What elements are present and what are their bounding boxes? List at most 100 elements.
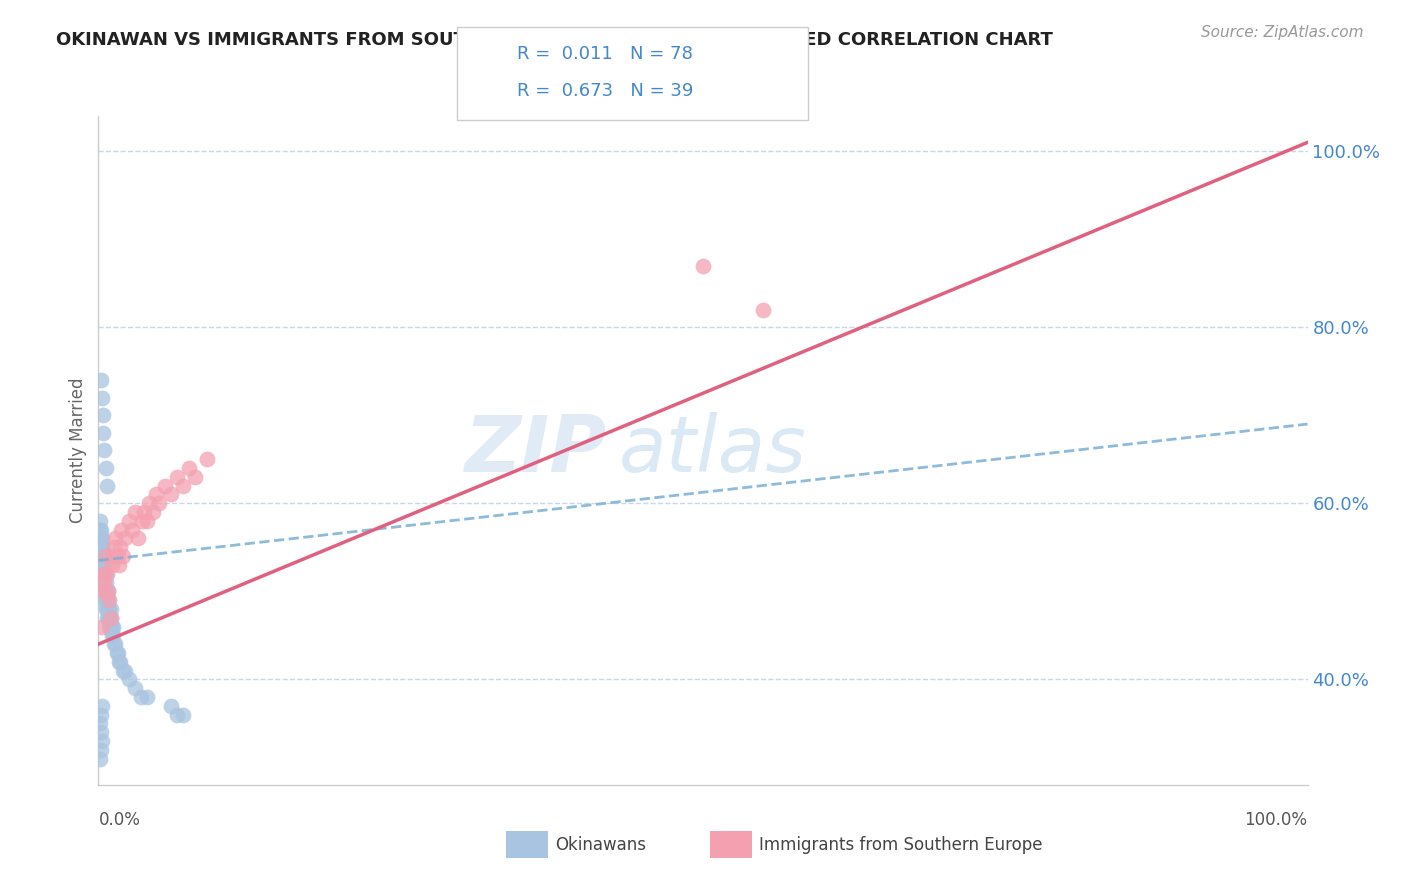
Point bbox=[91, 619, 114, 633]
Point bbox=[752, 302, 775, 317]
Point bbox=[105, 646, 128, 660]
Point bbox=[108, 558, 131, 572]
Point bbox=[108, 541, 131, 555]
Text: R =  0.011   N = 78: R = 0.011 N = 78 bbox=[517, 45, 693, 62]
Point bbox=[96, 566, 118, 581]
Point bbox=[100, 619, 122, 633]
Point bbox=[93, 593, 115, 607]
Point bbox=[98, 602, 121, 616]
Point bbox=[100, 611, 122, 625]
Point bbox=[93, 575, 115, 590]
Text: Source: ZipAtlas.com: Source: ZipAtlas.com bbox=[1201, 25, 1364, 40]
Point bbox=[89, 523, 111, 537]
Point bbox=[195, 452, 218, 467]
Point bbox=[98, 619, 121, 633]
Point bbox=[91, 541, 114, 555]
Point bbox=[91, 575, 114, 590]
Point bbox=[91, 566, 114, 581]
Point bbox=[91, 549, 114, 563]
Point bbox=[101, 619, 124, 633]
Point bbox=[97, 593, 120, 607]
Point bbox=[100, 611, 122, 625]
Point bbox=[177, 461, 201, 475]
Point bbox=[94, 602, 117, 616]
Point bbox=[124, 505, 146, 519]
Point bbox=[93, 558, 115, 572]
Point bbox=[142, 505, 165, 519]
Point bbox=[153, 478, 176, 492]
Text: Immigrants from Southern Europe: Immigrants from Southern Europe bbox=[759, 836, 1043, 854]
Point bbox=[90, 584, 112, 599]
Point bbox=[91, 584, 114, 599]
Point bbox=[96, 593, 118, 607]
Point bbox=[100, 628, 122, 642]
Point bbox=[91, 558, 114, 572]
Point bbox=[91, 409, 114, 423]
Point bbox=[111, 549, 134, 563]
Point bbox=[692, 259, 714, 273]
Point bbox=[124, 681, 146, 695]
Point bbox=[97, 611, 120, 625]
Point bbox=[134, 505, 156, 519]
Point bbox=[114, 532, 136, 546]
Point bbox=[127, 532, 149, 546]
Point bbox=[91, 558, 114, 572]
Text: 100.0%: 100.0% bbox=[1244, 811, 1308, 829]
Point bbox=[89, 514, 111, 528]
Point bbox=[138, 496, 160, 510]
Point bbox=[94, 461, 117, 475]
Point bbox=[91, 566, 114, 581]
Point bbox=[89, 716, 111, 731]
Point bbox=[91, 391, 114, 405]
Point bbox=[93, 584, 115, 599]
Point bbox=[91, 549, 114, 563]
Point bbox=[166, 707, 188, 722]
Point bbox=[94, 584, 117, 599]
Point bbox=[93, 443, 115, 458]
Point bbox=[101, 549, 124, 563]
Point bbox=[103, 637, 125, 651]
Point bbox=[91, 734, 114, 748]
Point bbox=[96, 611, 118, 625]
Point bbox=[118, 514, 141, 528]
Point bbox=[100, 602, 122, 616]
Point bbox=[160, 487, 183, 501]
Point bbox=[94, 593, 117, 607]
Point bbox=[101, 628, 124, 642]
Point bbox=[89, 532, 111, 546]
Point bbox=[91, 575, 114, 590]
Point bbox=[114, 664, 136, 678]
Point bbox=[90, 558, 112, 572]
Point bbox=[104, 532, 127, 546]
Point bbox=[148, 496, 170, 510]
Point bbox=[90, 532, 112, 546]
Point bbox=[90, 541, 112, 555]
Point bbox=[89, 541, 111, 555]
Point bbox=[91, 425, 114, 440]
Y-axis label: Currently Married: Currently Married bbox=[69, 377, 87, 524]
Point bbox=[108, 655, 131, 669]
Point bbox=[184, 470, 207, 484]
Point bbox=[90, 707, 112, 722]
Text: R =  0.673   N = 39: R = 0.673 N = 39 bbox=[517, 82, 693, 100]
Point bbox=[110, 523, 132, 537]
Point bbox=[93, 566, 115, 581]
Point bbox=[107, 549, 129, 563]
Point bbox=[172, 707, 194, 722]
Point bbox=[96, 478, 118, 492]
Text: OKINAWAN VS IMMIGRANTS FROM SOUTHERN EUROPE CURRENTLY MARRIED CORRELATION CHART: OKINAWAN VS IMMIGRANTS FROM SOUTHERN EUR… bbox=[56, 31, 1053, 49]
Point bbox=[94, 566, 117, 581]
Point bbox=[145, 487, 167, 501]
Point bbox=[104, 637, 127, 651]
Point bbox=[97, 602, 120, 616]
Text: atlas: atlas bbox=[619, 412, 806, 489]
Point bbox=[98, 611, 121, 625]
Point bbox=[103, 541, 125, 555]
Point bbox=[166, 470, 188, 484]
Point bbox=[135, 514, 157, 528]
Point bbox=[94, 549, 117, 563]
Point bbox=[90, 373, 112, 387]
Point bbox=[108, 655, 131, 669]
Text: Okinawans: Okinawans bbox=[555, 836, 647, 854]
Point bbox=[96, 602, 118, 616]
